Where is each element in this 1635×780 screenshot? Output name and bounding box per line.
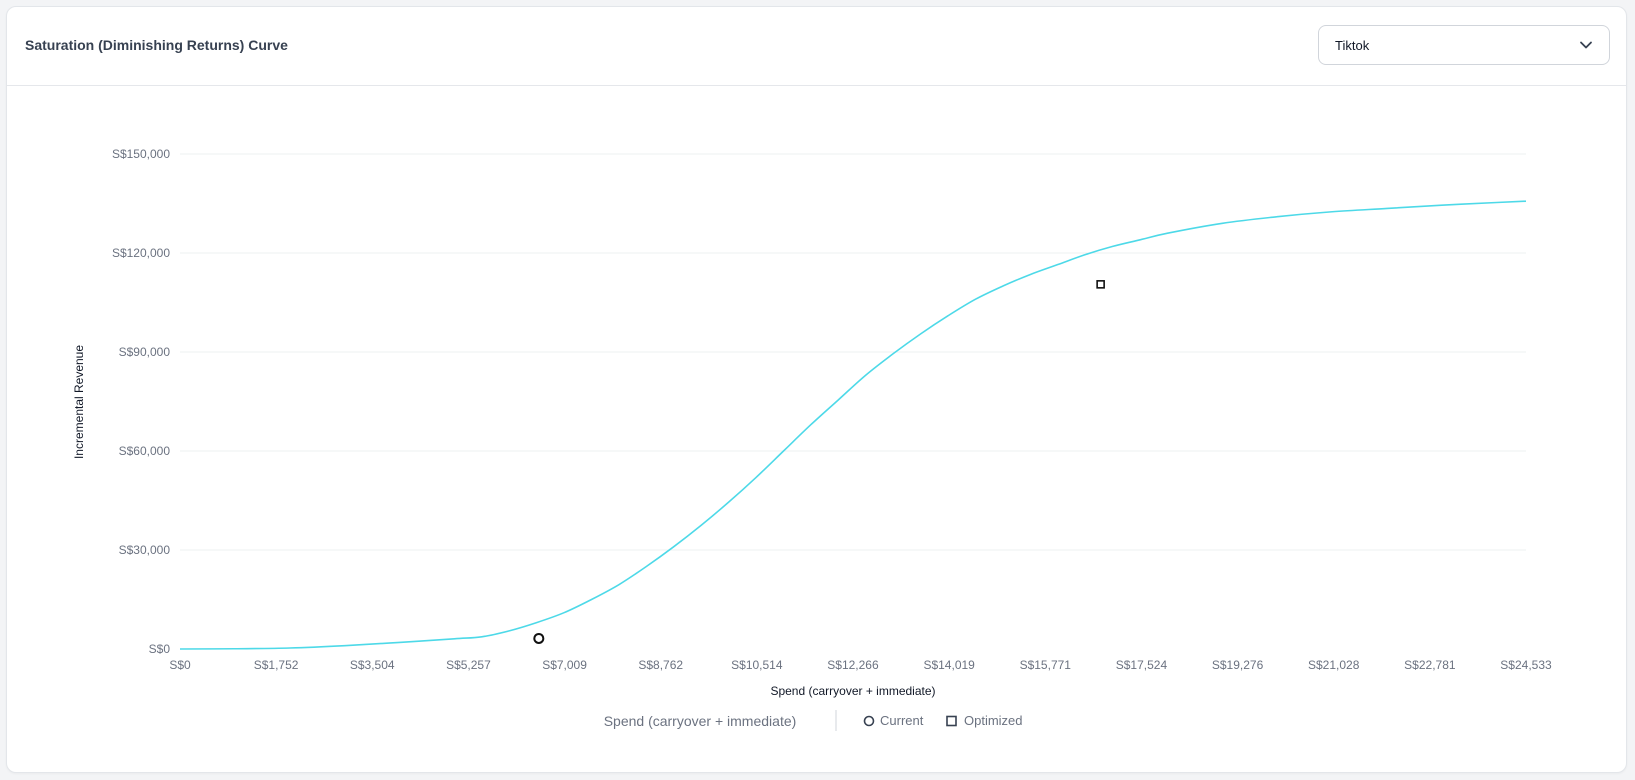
x-tick-label: S$0 [169, 658, 191, 672]
legend-square-marker [946, 715, 957, 727]
y-tick-label: S$0 [149, 642, 171, 656]
legend-circle-marker [863, 715, 875, 727]
chevron-down-icon [1580, 41, 1592, 49]
x-tick-label: S$24,533 [1500, 658, 1552, 672]
y-tick-label: S$60,000 [119, 444, 171, 458]
card-title: Saturation (Diminishing Returns) Curve [25, 37, 288, 53]
legend-item-current[interactable]: Current [863, 713, 924, 728]
y-axis-title: Incremental Revenue [72, 345, 86, 459]
x-tick-label: S$19,276 [1212, 658, 1264, 672]
series-line [179, 200, 1527, 650]
legend-item-optimized[interactable]: Optimized [946, 713, 1023, 728]
x-tick-label: S$1,752 [254, 658, 299, 672]
y-tick-label: S$30,000 [119, 543, 171, 557]
y-axis-ticks: S$0 S$30,000 S$60,000 S$90,000 S$120,000 S$15… [112, 147, 170, 656]
x-axis-ticks: S$0 S$1,752 S$3,504 S$5,257 S$7,009 S$8,762 S$… [169, 658, 1552, 672]
legend-item-current-label: Current [880, 713, 924, 728]
y-tick-label: S$120,000 [112, 246, 170, 260]
channel-select[interactable]: Tiktok [1318, 25, 1610, 65]
legend: Spend (carryover + immediate) Current Op… [604, 710, 1023, 731]
x-tick-label: S$7,009 [542, 658, 587, 672]
grid-lines [180, 153, 1526, 551]
x-tick-label: S$3,504 [350, 658, 395, 672]
point-current[interactable] [533, 632, 545, 644]
x-axis-title: Spend (carryover + immediate) [770, 684, 935, 698]
x-tick-label: S$15,771 [1020, 658, 1072, 672]
data-points [533, 280, 1105, 644]
point-optimized[interactable] [1096, 280, 1105, 289]
legend-item-optimized-label: Optimized [964, 713, 1023, 728]
y-tick-label: S$150,000 [112, 147, 170, 161]
legend-title: Spend (carryover + immediate) [604, 713, 797, 729]
saturation-curve-card: Saturation (Diminishing Returns) Curve T… [6, 6, 1627, 773]
x-tick-label: S$5,257 [446, 658, 491, 672]
x-tick-label: S$17,524 [1116, 658, 1168, 672]
x-tick-label: S$10,514 [731, 658, 783, 672]
x-tick-label: S$21,028 [1308, 658, 1360, 672]
channel-select-value: Tiktok [1335, 38, 1370, 53]
x-tick-label: S$14,019 [923, 658, 975, 672]
x-tick-label: S$22,781 [1404, 658, 1456, 672]
card-header: Saturation (Diminishing Returns) Curve T… [7, 7, 1626, 86]
y-tick-label: S$90,000 [119, 345, 171, 359]
x-tick-label: S$12,266 [827, 658, 879, 672]
x-tick-label: S$8,762 [638, 658, 683, 672]
